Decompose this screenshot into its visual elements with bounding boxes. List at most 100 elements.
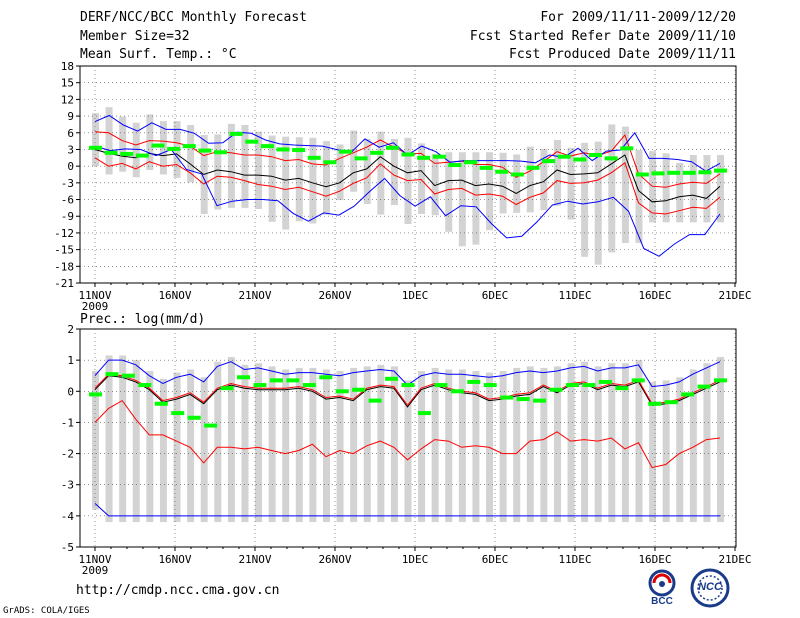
prec-median-mark [533, 398, 547, 403]
prec-plot-frame [79, 328, 737, 548]
prec-spread-bar [282, 369, 290, 523]
prec-spread-bar [241, 364, 249, 523]
prec-spread-bar [92, 371, 99, 510]
temp-plot-frame [79, 65, 737, 284]
prec-min-line [94, 503, 720, 517]
temp-median-mark [120, 151, 134, 156]
temp-median-mark [276, 147, 290, 152]
prec-median-mark [450, 389, 464, 394]
temp-spread-bar [255, 131, 263, 209]
temp-spread-bar [608, 124, 616, 253]
prec-spread-bar [350, 367, 358, 523]
temp-median-mark [323, 160, 337, 165]
prec-median-mark [319, 375, 333, 380]
temp-x-tick-label: 11DEC [558, 289, 591, 302]
bcc-logo-text: BCC [651, 596, 673, 607]
temp-y-tick-label: 15 [61, 77, 74, 90]
prec-spread-bar [567, 363, 575, 523]
temp-y-tick-label: 3 [67, 143, 74, 156]
prec-median-mark [565, 383, 579, 388]
source-url[interactable]: http://cmdp.ncc.cma.gov.cn [76, 583, 280, 598]
prec-median-mark [385, 376, 399, 381]
prec-y-tick-label: 2 [67, 323, 74, 336]
prec-spread-bar [119, 355, 127, 523]
prec-spread-bar [187, 369, 195, 523]
temp-spread-bar [214, 134, 222, 210]
chart-title: DERF/NCC/BCC Monthly Forecast [80, 10, 307, 25]
prec-spread-bar [105, 355, 113, 523]
temp-median-mark [370, 150, 384, 155]
prec-median-mark [516, 397, 530, 402]
temp-ens_lower-line [94, 157, 721, 215]
temp-y-tick-label: -12 [54, 227, 74, 240]
prec-x-tick-label: 16DEC [638, 553, 671, 566]
temp-spread-bar [526, 146, 534, 213]
temp-spread-bar [132, 122, 140, 178]
prec-median-mark [417, 411, 431, 416]
variable-label: Mean Surf. Temp.: °C [80, 47, 237, 62]
temp-median-mark [354, 156, 368, 161]
temp-median-mark [635, 172, 649, 177]
prec-median-mark [500, 395, 514, 400]
temp-median-mark [198, 148, 212, 153]
temp-spread-bar [268, 135, 276, 222]
bcc-logo: BCC [640, 568, 684, 608]
temp-x-tick-label: 21NOV [238, 289, 271, 302]
temp-median-mark [385, 145, 399, 150]
member-size: Member Size=32 [80, 29, 190, 44]
prec-x-tick-label: 21NOV [238, 553, 271, 566]
temp-x-tick-label: 16DEC [638, 289, 671, 302]
temp-spread-bar [717, 155, 724, 223]
prec-median-mark [105, 372, 119, 377]
prec-y-tick-label: -1 [61, 416, 74, 429]
temp-spread-bar [390, 138, 398, 206]
temp-median-mark [464, 160, 477, 165]
temp-median-mark [682, 170, 696, 175]
temp-spread-bar [105, 107, 113, 175]
temp-spread-bar [431, 153, 439, 216]
temp-spread-bar [486, 152, 494, 231]
temp-spread-bar [458, 152, 466, 247]
prec-spread-bar [662, 380, 670, 523]
temp-median-mark [479, 165, 493, 170]
temp-median-mark [104, 150, 118, 155]
prec-spread-bar [526, 366, 534, 523]
temp-min-line [94, 145, 721, 257]
prec-median-mark [615, 386, 629, 391]
prec-spread-bar [404, 380, 412, 523]
prec-median-mark [483, 383, 497, 388]
temp-median-mark [292, 148, 306, 153]
temp-median-mark [526, 165, 540, 170]
temp-spread-bar [322, 141, 330, 215]
temp-y-tick-label: 18 [61, 60, 74, 73]
prec-spread-bar [336, 371, 344, 523]
prec-median-mark [187, 415, 201, 420]
temp-median-mark [573, 157, 587, 162]
prec-spread-bar [390, 366, 398, 523]
prec-median-mark [269, 378, 283, 383]
temp-mean-line [94, 149, 721, 203]
prec-spread-bar [295, 367, 303, 523]
prec-x-tick-label: 1DEC [402, 553, 429, 566]
prec-ens_upper-line [94, 373, 721, 407]
prec-mean-line [94, 375, 721, 408]
temp-median-mark [448, 163, 462, 168]
prec-spread-bar [132, 360, 140, 523]
prec-y-tick-label: -5 [61, 541, 74, 554]
temp-median-mark [495, 169, 509, 174]
temp-y-tick-label: 12 [61, 93, 74, 106]
prec-spread-bar [608, 363, 616, 523]
prec-spread-bar [146, 371, 154, 523]
prec-median-mark [598, 379, 612, 384]
temp-year-label: 2009 [82, 300, 109, 313]
temp-spread-bar [295, 137, 303, 222]
prec-median-mark [171, 411, 185, 416]
temp-spread-bar [499, 152, 507, 214]
prec-spread-bar [214, 361, 222, 523]
prec-median-mark [467, 379, 481, 384]
temp-median-mark [714, 168, 727, 173]
prec-y-tick-label: 0 [67, 385, 74, 398]
prec-median-mark [220, 386, 234, 391]
temp-median-mark [510, 172, 524, 177]
prec-spread-bar [689, 369, 697, 523]
